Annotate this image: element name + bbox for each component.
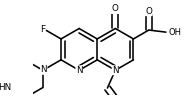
Text: N: N: [112, 66, 119, 75]
Text: O: O: [112, 4, 119, 13]
Text: F: F: [40, 25, 45, 34]
Text: OH: OH: [168, 28, 181, 37]
Text: N: N: [41, 65, 47, 74]
Text: HN: HN: [0, 83, 11, 92]
Text: O: O: [145, 7, 152, 16]
Text: N: N: [76, 66, 82, 75]
